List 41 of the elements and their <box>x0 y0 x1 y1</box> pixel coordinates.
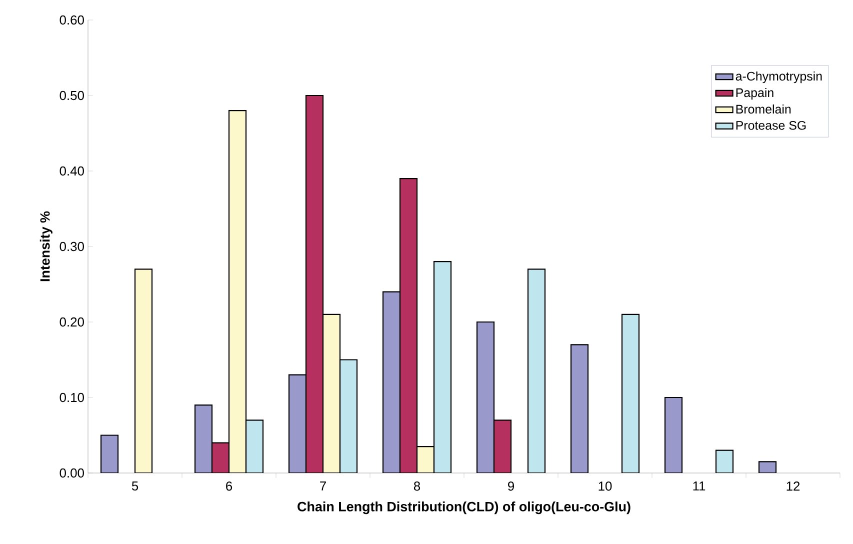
y-tick-label: 0.20 <box>60 317 84 327</box>
x-tick-label: 9 <box>508 482 514 491</box>
bar <box>664 396 683 473</box>
bar <box>288 374 307 473</box>
legend-label: a-Chymotrypsin <box>736 71 822 84</box>
x-tick-label: 10 <box>598 482 612 491</box>
x-tick-label: 8 <box>414 482 420 491</box>
y-tick-label: 0.40 <box>60 166 84 176</box>
bar <box>100 434 119 473</box>
bar <box>245 420 264 473</box>
bar <box>570 344 589 473</box>
legend-label: Papain <box>736 88 774 100</box>
y-tick-label: 0.00 <box>60 468 84 478</box>
bar <box>382 291 401 473</box>
bar <box>194 404 213 473</box>
bar <box>228 110 247 473</box>
bar <box>134 268 153 473</box>
x-tick-label: 12 <box>786 482 800 491</box>
bar <box>339 359 358 473</box>
bar <box>493 420 512 473</box>
bar <box>322 314 341 473</box>
y-tick-label: 0.30 <box>60 242 84 252</box>
x-tick-label: 6 <box>226 482 232 491</box>
legend-label: Bromelain <box>736 104 791 114</box>
y-tick-label: 0.50 <box>60 90 84 100</box>
bar <box>433 261 452 473</box>
bar <box>305 94 324 473</box>
x-axis-title: Chain Length Distribution(CLD) of oligo(Leu-co-Glu) <box>298 502 630 514</box>
bar <box>476 321 495 473</box>
y-axis-title: Intensity % <box>40 211 52 282</box>
bar <box>211 442 230 473</box>
y-tick-label: 0.10 <box>60 392 84 402</box>
legend-label: Protease SG <box>736 120 806 130</box>
y-tick-label: 0.60 <box>60 15 84 25</box>
bar <box>621 314 640 473</box>
bar <box>399 178 418 473</box>
x-tick-label: 11 <box>693 482 706 490</box>
bar <box>527 268 546 473</box>
bar <box>416 446 435 473</box>
x-tick-label: 7 <box>320 482 326 490</box>
x-tick-label: 5 <box>132 482 138 491</box>
